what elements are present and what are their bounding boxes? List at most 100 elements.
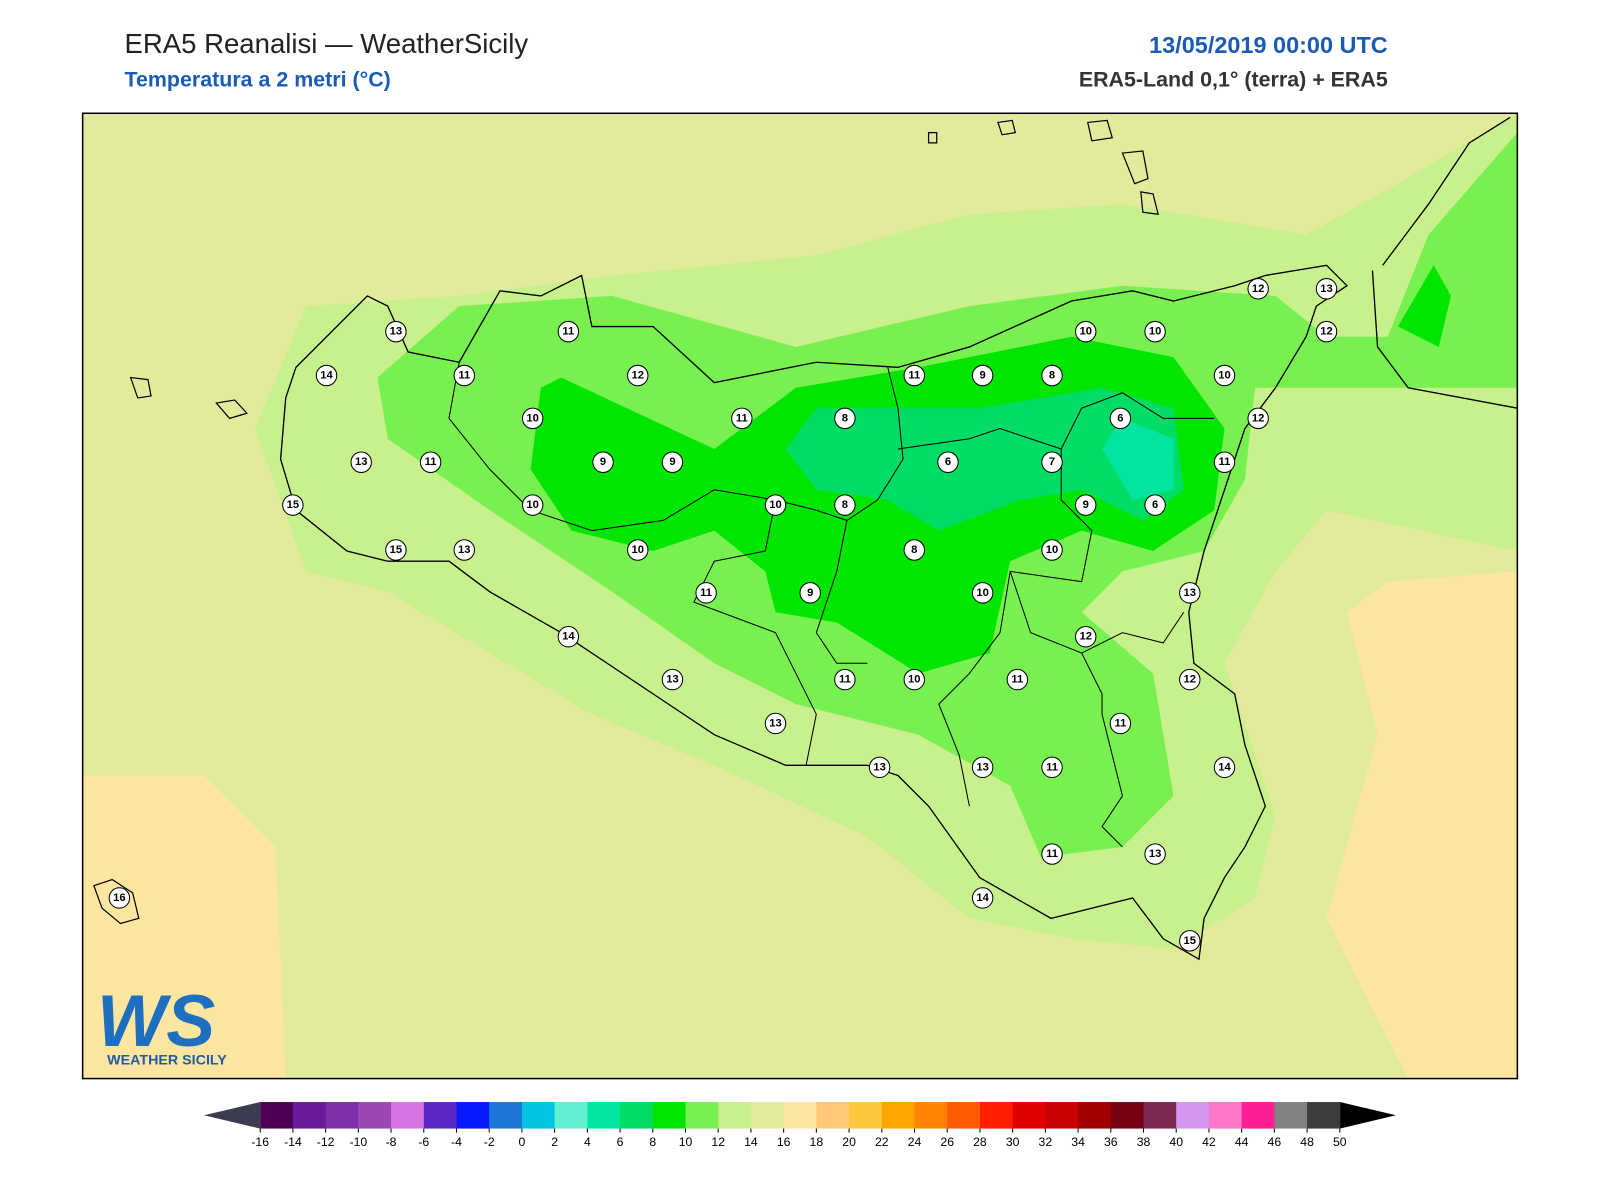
station-value: 13 [1184,587,1196,599]
station-value: 9 [807,587,813,599]
colorbar-tick-label: -12 [317,1135,335,1149]
station-marker [1109,712,1132,735]
station-value: 10 [1149,326,1161,338]
station-marker [108,887,131,909]
station-marker [1041,539,1063,561]
colorbar-tick-label: 42 [1202,1135,1216,1149]
station-marker [521,494,544,516]
station-value: 13 [1320,283,1332,295]
station-marker [868,756,891,779]
station-value: 13 [769,717,781,729]
station-marker [592,451,614,473]
station-value: 14 [562,631,575,643]
station-value: 6 [945,456,951,468]
station-marker [1075,626,1097,648]
station-marker [1109,407,1132,430]
station-marker [971,582,994,604]
color-swatch [325,1102,359,1129]
colorbar-tick-label: 38 [1137,1135,1151,1149]
station-value: 10 [526,499,538,511]
station-marker [557,320,580,343]
station-value: 7 [1049,456,1055,468]
colorbar: -16 -14 -12 -10 -8 -6 -4 -2 0 2 4 6 8 10 12 14 16 18 20 22 2… [204,1102,1396,1149]
station-value: 12 [1079,631,1091,643]
station-value: 11 [1046,848,1058,860]
station-marker [971,756,994,779]
field [1326,571,1518,1079]
station-marker [453,364,475,387]
station-value: 12 [632,370,644,382]
station-value: 13 [355,456,367,468]
station-value: 9 [669,456,675,468]
colorbar-tick-label: 26 [940,1135,954,1149]
logo: WS WEATHER SICILY [97,979,227,1068]
colorbar-tick-label: 36 [1104,1135,1118,1149]
station-value: 11 [425,456,437,468]
colorbar-tick-label: 12 [711,1135,725,1149]
colorbar-tick-label: 10 [679,1135,693,1149]
station-marker [903,364,925,387]
station-value: 10 [1046,544,1058,556]
station-marker [453,539,475,561]
station-marker [661,668,684,691]
station-value: 11 [562,326,574,338]
color-swatch [1045,1102,1079,1129]
color-swatch [816,1102,850,1129]
station-value: 10 [526,412,538,424]
station-marker [282,494,304,516]
station-marker [1247,278,1269,300]
station-marker [661,451,684,473]
station-marker [1041,364,1063,387]
color-swatch [260,1102,294,1129]
color-swatch [718,1102,752,1129]
station-marker [1041,451,1063,473]
station-value: 8 [842,499,848,511]
field [1397,265,1452,347]
map-area [82,113,1518,1079]
station-value: 13 [873,761,885,773]
station-marker [1144,843,1166,865]
station-marker [834,407,856,430]
map-frame [81,112,1519,1080]
station-value: 11 [839,674,851,686]
source: ERA5-Land 0,1° (terra) + ERA5 [1079,68,1388,92]
station-value: 11 [1046,761,1058,773]
station-value: 9 [980,370,986,382]
station-value: 12 [1184,674,1196,686]
station-marker [834,494,856,516]
station-value: 15 [1184,935,1196,947]
station-marker [937,451,959,473]
station-marker [1144,494,1166,516]
station-marker [903,668,925,691]
station-marker [419,451,442,473]
station-value: 10 [1218,370,1230,382]
station-marker [1213,364,1236,387]
colorbar-tick-label: 14 [744,1135,758,1149]
station-marker [1315,278,1338,300]
colorbar-tick-label: 20 [842,1135,856,1149]
color-swatch [750,1102,785,1129]
station-marker [1041,756,1063,779]
color-swatch [292,1102,327,1129]
color-swatch [358,1102,392,1129]
color-swatch [652,1102,687,1129]
color-swatch [914,1102,948,1129]
colorbar-over [1339,1102,1396,1129]
station-value: 10 [908,674,920,686]
colorbar-tick-label: 48 [1300,1135,1314,1149]
colorbar-tick-label: -6 [418,1135,429,1149]
color-swatch [685,1102,719,1129]
station-marker [1006,668,1029,691]
colorbar-under [204,1102,261,1129]
station-marker [764,712,787,735]
field [82,775,286,1079]
colorbar-tick-label: 22 [875,1135,889,1149]
color-swatch [423,1102,458,1129]
station-value: 11 [908,370,920,382]
station-value: 10 [632,544,644,556]
colorbar-tick-label: 46 [1268,1135,1282,1149]
color-swatch [1307,1102,1341,1129]
colorbar-tick-label: 6 [617,1135,624,1149]
station-value: 11 [1011,674,1023,686]
